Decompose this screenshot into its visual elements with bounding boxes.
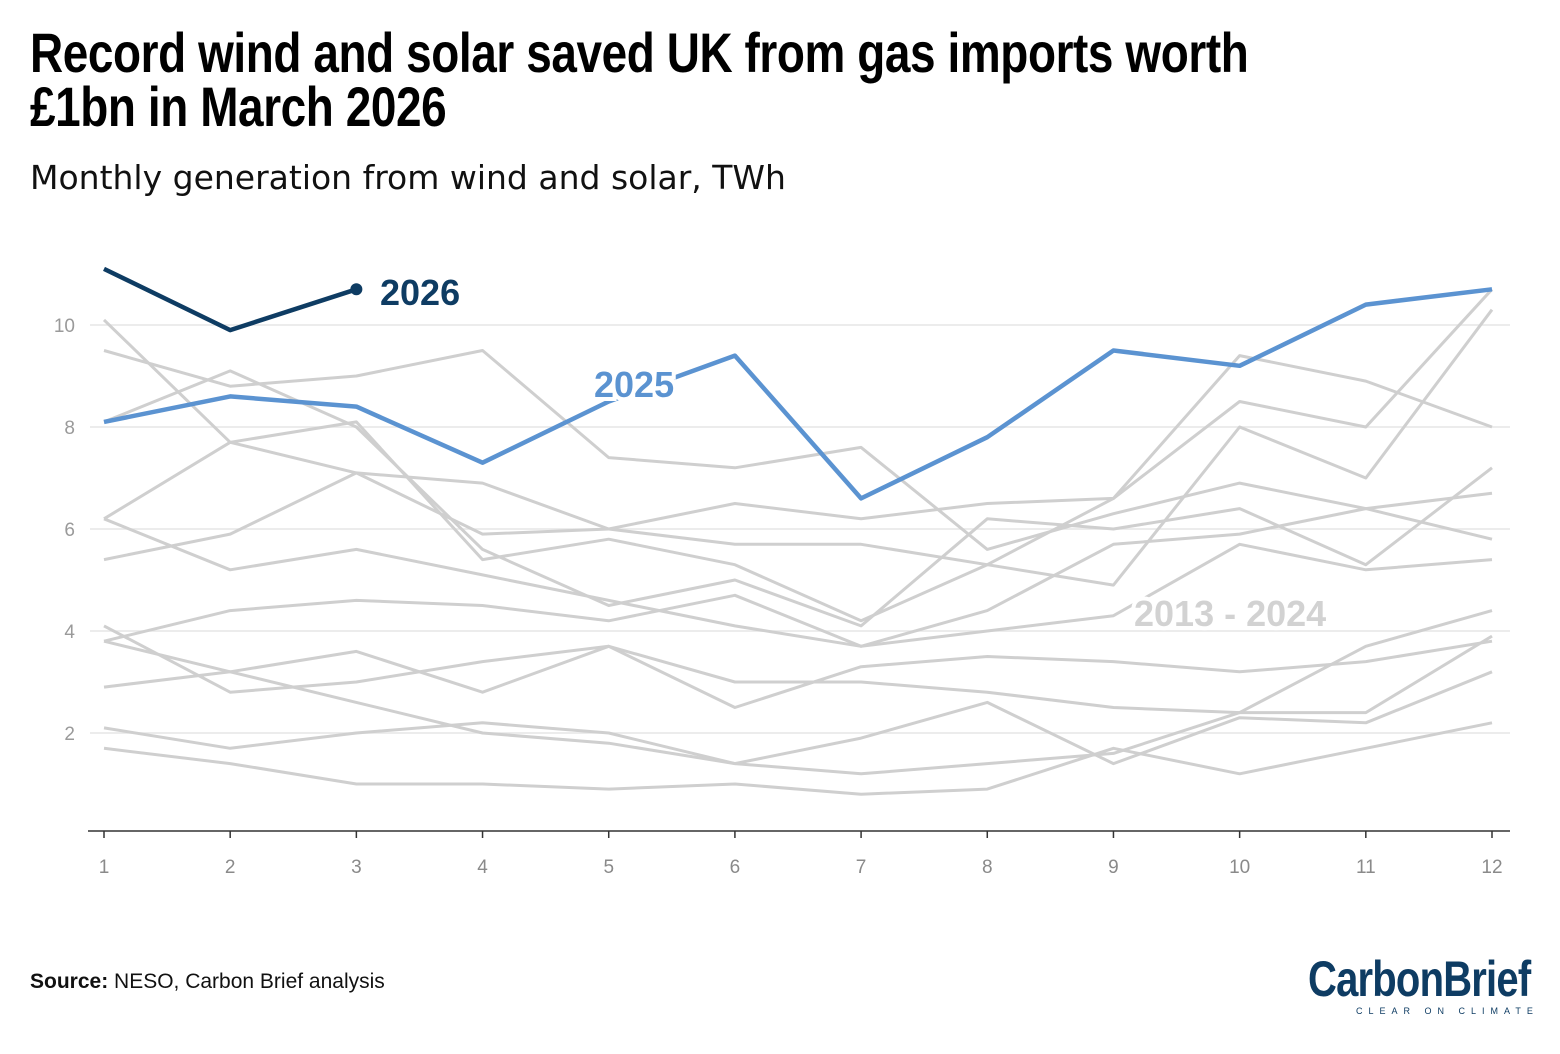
logo-tagline: CLEAR ON CLIMATE (1356, 1006, 1539, 1016)
y-tick-label: 10 (54, 316, 75, 337)
source-text: NESO, Carbon Brief analysis (108, 970, 385, 993)
y-tick-label: 8 (64, 418, 75, 439)
x-tick-label: 1 (99, 857, 110, 878)
historic-series-line (103, 517, 1493, 648)
source-label: Source: (30, 970, 109, 993)
logo-name: CarbonBrief (1308, 951, 1531, 1007)
x-tick-label: 4 (477, 857, 488, 878)
x-tick-label: 3 (351, 857, 362, 878)
x-tick-label: 5 (603, 857, 614, 878)
historic-series-line (103, 349, 1493, 551)
series-2026-endpoint (350, 283, 363, 296)
chart-subtitle: Monthly generation from wind and solar, … (30, 158, 786, 197)
series-2026-line (103, 266, 358, 333)
y-tick-label: 2 (64, 724, 75, 745)
x-tick-label: 7 (856, 857, 867, 878)
x-tick-label: 8 (982, 857, 993, 878)
x-tick-label: 10 (1229, 857, 1250, 878)
historic-series-line (103, 308, 1494, 587)
historic-series-line (103, 670, 1493, 766)
historic-series-line (103, 491, 1493, 648)
label-2025: 2025 (594, 364, 674, 405)
source-note: Source: NESO, Carbon Brief analysis (30, 970, 385, 994)
historic-series-line (103, 609, 1493, 776)
x-tick-label: 6 (730, 857, 741, 878)
x-tick-label: 11 (1356, 857, 1376, 878)
x-tick-label: 2 (225, 857, 236, 878)
x-tick-label: 12 (1481, 857, 1502, 878)
series-2025-line (103, 287, 1493, 501)
y-tick-label: 4 (64, 622, 75, 643)
historic-series-line (103, 354, 1493, 623)
historic-series-line (102, 288, 1494, 536)
historic-series-line (103, 721, 1493, 796)
historic-series-line (103, 369, 1493, 628)
chart-title: Record wind and solar saved UK from gas … (30, 21, 1249, 138)
carbonbrief-logo: CarbonBrief CLEAR ON CLIMATE (1308, 951, 1539, 1016)
historic-series-line (103, 639, 1493, 709)
label-2013-2024: 2013 - 2024 (1134, 593, 1326, 634)
x-tick-label: 9 (1108, 857, 1119, 878)
historic-series-line (103, 624, 1493, 715)
label-2026: 2026 (380, 272, 460, 313)
y-tick-label: 6 (64, 520, 75, 541)
